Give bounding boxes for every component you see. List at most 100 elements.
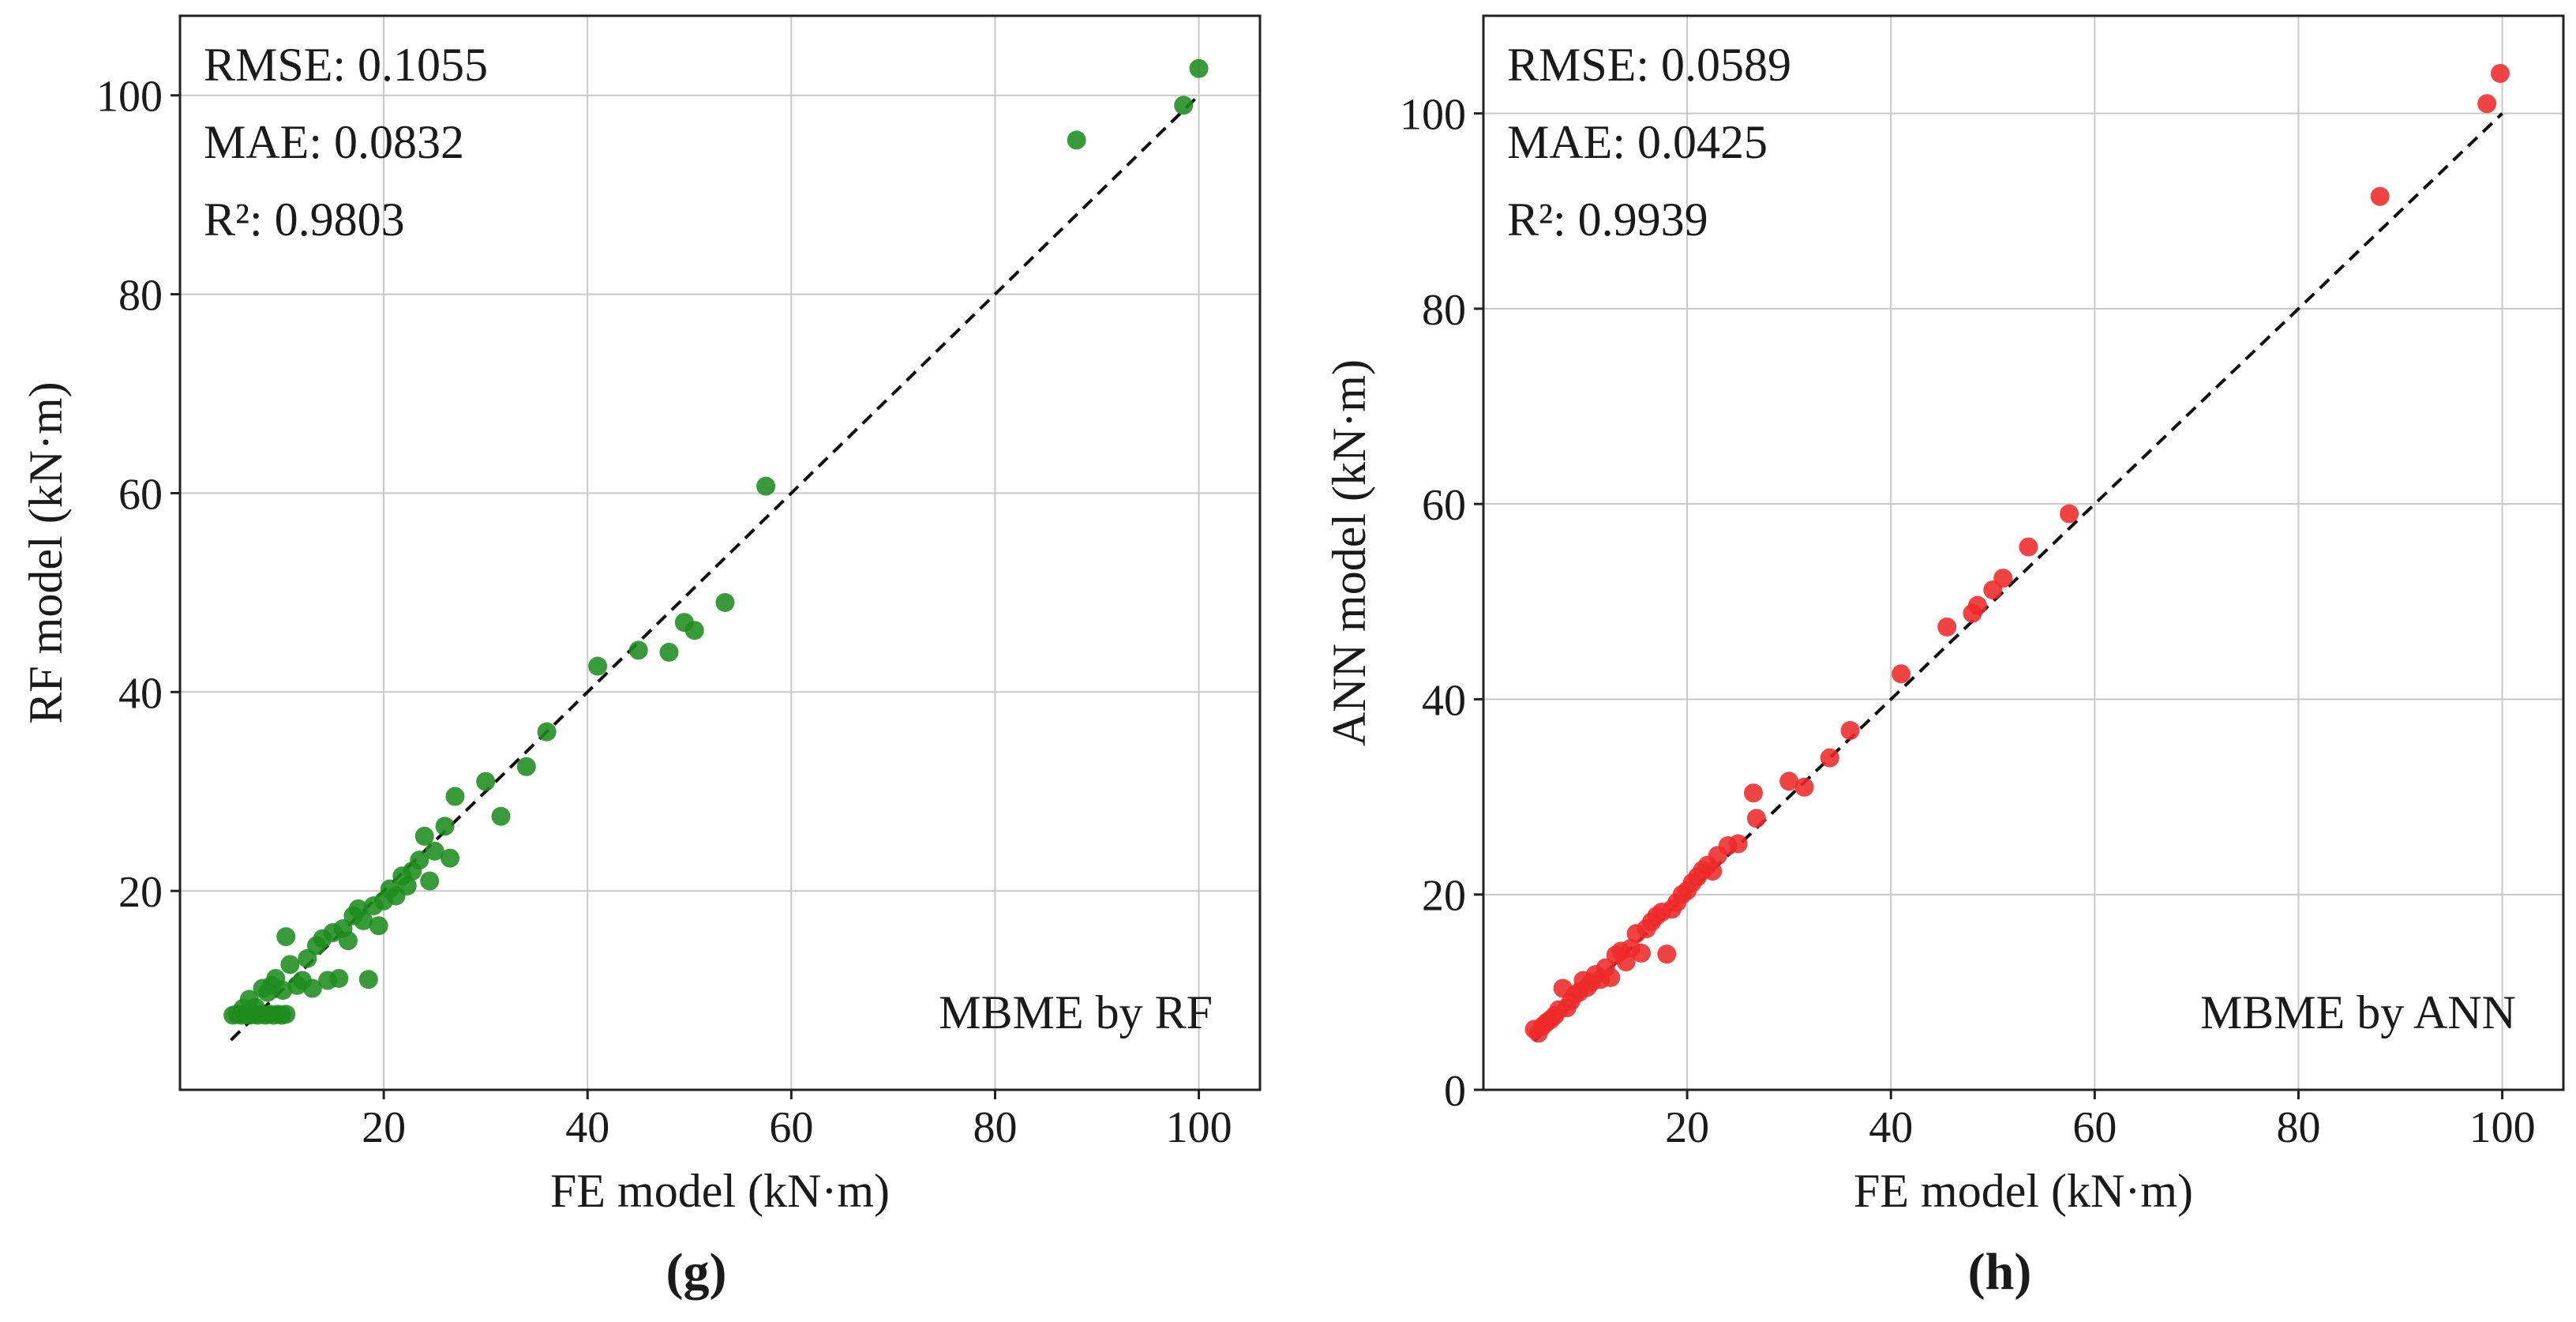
rf-data-point: [441, 848, 459, 868]
rf-data-point: [537, 722, 557, 742]
rf-data-point: [476, 772, 496, 791]
ann-stat-rmse: RMSE: 0.0589: [1507, 39, 1791, 91]
rf-scatter-panel: 20 40 60 80 100 20 40 60 80 100 RMSE: 0.1055 MAE…: [20, 14, 1262, 1301]
rf-gridlines: [180, 16, 1260, 1090]
rf-data-point: [276, 1005, 296, 1024]
ann-scatter-panel: 20 40 60 80 100 0 20 40 60 80 100 RMSE: 0.0589 MA…: [1323, 14, 2565, 1301]
rf-data-point: [414, 826, 434, 846]
ann-data-point: [1728, 834, 1748, 854]
rf-data-point: [588, 656, 608, 676]
rf-data-point: [628, 640, 648, 660]
rf-x-tick-label: 60: [769, 1103, 813, 1152]
ann-y-tick-label: 60: [1422, 481, 1466, 530]
ann-data-point: [2477, 94, 2497, 114]
rf-y-axis-label: RF model (kN·m): [20, 381, 72, 723]
ann-data-point: [1601, 967, 1621, 987]
ann-x-tick-label: 60: [2072, 1103, 2117, 1152]
ann-x-tick-label: 100: [2469, 1103, 2536, 1152]
rf-annotation: MBME by RF: [939, 986, 1213, 1038]
rf-data-point: [358, 970, 378, 990]
rf-y-tick-label: 60: [118, 470, 163, 519]
rf-y-tick-label: 40: [118, 669, 163, 718]
ann-y-tick-label: 0: [1444, 1067, 1466, 1116]
ann-data-point: [1820, 748, 1839, 768]
ann-y-tick-label: 20: [1422, 872, 1466, 921]
rf-data-point: [425, 841, 444, 861]
rf-stat-r2: R²: 0.9803: [204, 193, 405, 246]
ann-y-ticks: 0 20 40 60 80 100: [1400, 91, 1483, 1116]
rf-x-tick-label: 40: [565, 1103, 609, 1152]
ann-x-tick-label: 40: [1869, 1103, 1913, 1152]
ann-y-axis-label: ANN model (kN·m): [1323, 359, 1375, 746]
rf-x-ticks: 20 40 60 80 100: [362, 1090, 1232, 1152]
rf-panel-label: (g): [666, 1243, 727, 1301]
rf-data-point: [756, 476, 776, 496]
ann-annotation: MBME by ANN: [2200, 986, 2516, 1038]
rf-data-point: [1189, 58, 1209, 78]
ann-stat-mae: MAE: 0.0425: [1507, 116, 1768, 168]
rf-data-point: [276, 927, 296, 947]
rf-y-tick-label: 20: [118, 868, 163, 917]
rf-data-point: [369, 916, 388, 936]
ann-panel-label: (h): [1968, 1243, 2032, 1301]
ann-data-point: [1993, 569, 2013, 588]
ann-data-point: [1632, 943, 1652, 963]
ann-data-point: [1703, 862, 1723, 881]
rf-data-point: [684, 621, 704, 640]
rf-stat-mae: MAE: 0.0832: [204, 116, 464, 168]
rf-data-point: [1174, 96, 1194, 115]
rf-plot-frame: [178, 14, 1262, 1091]
rf-y-ticks: 20 40 60 80 100: [96, 73, 180, 917]
rf-data-point: [516, 757, 536, 776]
rf-data-point: [273, 981, 293, 1001]
rf-data-point: [1067, 130, 1086, 150]
ann-data-point: [2019, 537, 2038, 557]
rf-x-tick-label: 100: [1166, 1103, 1232, 1152]
rf-y-tick-label: 80: [118, 272, 163, 321]
ann-x-tick-label: 80: [2276, 1103, 2320, 1152]
rf-data-point: [397, 876, 417, 896]
ann-points: [1524, 63, 2510, 1043]
rf-data-point: [491, 806, 511, 826]
ann-x-tick-label: 20: [1665, 1103, 1709, 1152]
ann-y-tick-label: 100: [1400, 91, 1466, 140]
rf-x-tick-label: 20: [362, 1103, 406, 1152]
rf-data-point: [435, 817, 455, 836]
ann-data-point: [1794, 777, 1814, 797]
ann-data-point: [1892, 664, 1911, 684]
rf-data-point: [280, 955, 300, 975]
rf-data-point: [302, 978, 322, 998]
ann-data-point: [2490, 63, 2510, 83]
ann-x-ticks: 20 40 60 80 100: [1665, 1090, 2536, 1152]
rf-data-point: [329, 968, 349, 988]
ann-data-point: [1967, 595, 1987, 615]
ann-reference-line: [1533, 112, 2503, 1042]
rf-x-axis-label: FE model (kN·m): [550, 1165, 890, 1217]
rf-x-tick-label: 80: [973, 1103, 1017, 1152]
ann-plot-frame: [1482, 14, 2565, 1091]
rf-data-point: [354, 911, 373, 930]
rf-data-point: [715, 592, 735, 612]
rf-y-tick-label: 100: [96, 73, 163, 122]
ann-data-point: [1840, 721, 1860, 741]
rf-points: [223, 58, 1209, 1025]
ann-stat-r2: R²: 0.9939: [1507, 193, 1708, 246]
ann-x-axis-label: FE model (kN·m): [1854, 1165, 2193, 1217]
rf-stat-rmse: RMSE: 0.1055: [204, 39, 488, 91]
rf-data-point: [338, 931, 358, 951]
ann-data-point: [1657, 945, 1677, 964]
rf-data-point: [659, 642, 679, 662]
rf-data-point: [410, 851, 429, 870]
ann-y-tick-label: 80: [1422, 286, 1466, 335]
ann-data-point: [1746, 809, 1766, 828]
ann-data-point: [1744, 783, 1763, 803]
ann-data-point: [2060, 504, 2079, 524]
rf-data-point: [420, 871, 440, 891]
ann-data-point: [1937, 617, 1957, 637]
rf-data-point: [445, 787, 465, 806]
ann-data-point: [1779, 772, 1799, 791]
ann-y-tick-label: 40: [1422, 676, 1466, 725]
rf-data-point: [246, 997, 265, 1017]
ann-data-point: [2370, 186, 2390, 206]
